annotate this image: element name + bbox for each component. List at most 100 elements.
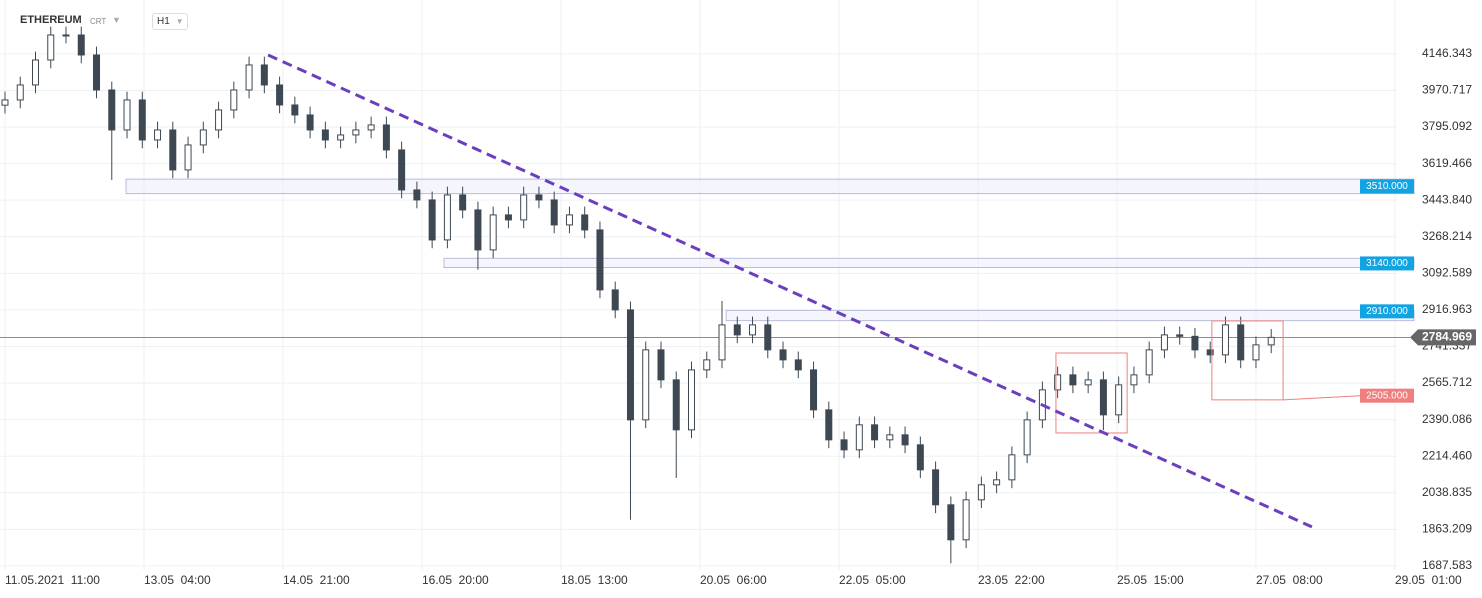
candle-body bbox=[47, 34, 55, 61]
target-label: 2505.000 bbox=[1366, 390, 1408, 401]
candle-body bbox=[1145, 349, 1153, 376]
candle-body bbox=[962, 499, 970, 541]
candle-body bbox=[1206, 349, 1214, 356]
zone-label: 3140.000 bbox=[1366, 258, 1408, 269]
y-tick-label: 3970.717 bbox=[1422, 83, 1472, 97]
last-price-label: 2784.969 bbox=[1422, 330, 1472, 344]
candle-body bbox=[840, 439, 848, 451]
candle-body bbox=[916, 444, 924, 471]
x-tick-label: 18.05 13:00 bbox=[561, 573, 628, 587]
candle-body bbox=[1191, 335, 1199, 351]
candle-body bbox=[230, 89, 238, 111]
candle-body bbox=[687, 369, 695, 431]
x-tick-label: 20.05 06:00 bbox=[700, 573, 767, 587]
zone-label-box bbox=[1360, 304, 1414, 319]
y-tick-label: 3795.092 bbox=[1422, 119, 1472, 133]
candle-body bbox=[321, 129, 329, 141]
candle-body bbox=[337, 134, 345, 141]
y-tick-label: 3443.840 bbox=[1422, 192, 1472, 206]
candle-body bbox=[169, 129, 177, 171]
x-tick-label: 25.05 15:00 bbox=[1117, 573, 1184, 587]
candle-body bbox=[1069, 374, 1077, 386]
candle-body bbox=[657, 349, 665, 381]
candle-body bbox=[413, 189, 421, 201]
candle-body bbox=[1130, 374, 1138, 386]
candle-body bbox=[611, 289, 619, 311]
candle-body bbox=[779, 349, 787, 361]
candle-body bbox=[1023, 419, 1031, 456]
candle-body bbox=[154, 129, 162, 141]
y-tick-label: 3619.466 bbox=[1422, 156, 1472, 170]
candle-body bbox=[459, 194, 467, 211]
candle-body bbox=[31, 59, 39, 86]
candle-body bbox=[810, 369, 818, 411]
candle-body bbox=[749, 324, 757, 336]
candle-body bbox=[352, 129, 360, 136]
candle-body bbox=[489, 214, 497, 251]
y-tick-label: 2038.835 bbox=[1422, 485, 1472, 499]
candle-body bbox=[123, 99, 131, 131]
target-line bbox=[1283, 395, 1361, 401]
candle-body bbox=[565, 214, 573, 226]
candle-body bbox=[1, 99, 9, 106]
zone-label-box bbox=[1360, 179, 1414, 194]
candle-body bbox=[1237, 324, 1245, 361]
candle-body bbox=[276, 84, 284, 106]
y-tick-label: 4146.343 bbox=[1422, 46, 1472, 60]
candle-body bbox=[794, 359, 802, 371]
candle-body bbox=[977, 484, 985, 501]
candle-body bbox=[1160, 334, 1168, 351]
symbol-tag: CRT bbox=[90, 17, 107, 26]
interval-select[interactable]: H1 ▼ bbox=[152, 13, 188, 30]
candle-body bbox=[703, 359, 711, 371]
candle-body bbox=[184, 144, 192, 171]
candle-body bbox=[626, 309, 634, 421]
candle-body bbox=[443, 194, 451, 241]
last-price-box bbox=[1410, 329, 1476, 346]
candle-body bbox=[199, 129, 207, 146]
candle-body bbox=[16, 84, 24, 101]
symbol[interactable]: ETHEREUM bbox=[20, 14, 82, 26]
x-tick-label: 16.05 20:00 bbox=[422, 573, 489, 587]
candle-body bbox=[398, 149, 406, 191]
candle-body bbox=[215, 109, 223, 131]
candle-body bbox=[382, 124, 390, 151]
highlight-box bbox=[1211, 320, 1284, 401]
interval: H1 bbox=[157, 16, 170, 27]
candle-body bbox=[245, 64, 253, 91]
candle-body bbox=[306, 114, 314, 131]
candle-body bbox=[886, 434, 894, 441]
candle-body bbox=[291, 104, 299, 116]
y-tick-label: 1863.209 bbox=[1422, 522, 1472, 536]
candles bbox=[1, 26, 1275, 564]
candle-body bbox=[504, 214, 512, 221]
x-tick-label: 11.05.2021 11:00 bbox=[5, 573, 100, 587]
x-tick-label: 29.05 01:00 bbox=[1395, 573, 1462, 587]
y-tick-label: 2214.460 bbox=[1422, 448, 1472, 462]
x-tick-label: 14.05 21:00 bbox=[283, 573, 350, 587]
candle-body bbox=[855, 424, 863, 451]
candle-body bbox=[1099, 379, 1107, 416]
zone bbox=[443, 257, 1415, 269]
y-tick-label: 3092.589 bbox=[1422, 265, 1472, 279]
zone-label: 2910.000 bbox=[1366, 306, 1408, 317]
candle-body bbox=[672, 379, 680, 431]
candle-body bbox=[718, 324, 726, 361]
candle-body bbox=[825, 409, 833, 441]
symbol-caret[interactable]: ▼ bbox=[112, 15, 121, 25]
caret: ▼ bbox=[175, 17, 184, 26]
candle-body bbox=[1054, 374, 1062, 391]
candle-body bbox=[428, 199, 436, 241]
candle-body bbox=[520, 194, 528, 221]
zone-label: 3510.000 bbox=[1366, 181, 1408, 192]
candle-body bbox=[367, 124, 375, 131]
x-tick-label: 13.05 04:00 bbox=[144, 573, 211, 587]
candle-body bbox=[1221, 324, 1229, 356]
x-tick-label: 22.05 05:00 bbox=[839, 573, 906, 587]
candle-body bbox=[138, 99, 146, 141]
candle-body bbox=[93, 54, 101, 91]
highlight-box bbox=[1055, 352, 1128, 434]
candle-body bbox=[993, 479, 1001, 486]
candle-body bbox=[260, 64, 268, 86]
candle-body bbox=[947, 504, 955, 541]
